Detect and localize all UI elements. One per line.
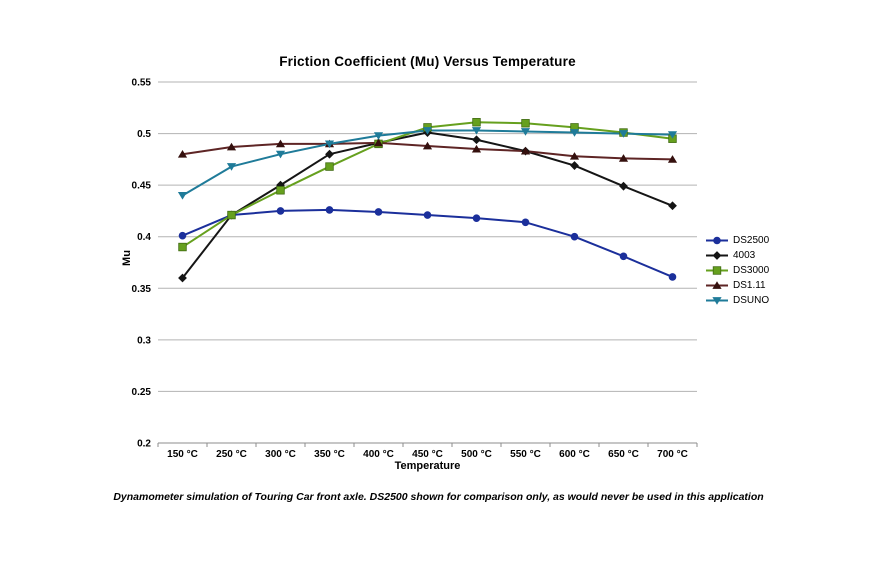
legend-label: DSUNO xyxy=(733,295,770,306)
legend-label: DS3000 xyxy=(733,265,770,276)
legend-marker-icon xyxy=(706,281,728,289)
y-tick-label: 0.4 xyxy=(137,232,151,243)
x-axis-title: Temperature xyxy=(394,460,461,472)
y-tick-label: 0.45 xyxy=(132,181,152,192)
x-tick-label: 650 °C xyxy=(608,449,639,460)
x-tick-label: 400 °C xyxy=(363,449,394,460)
x-tick-label: 500 °C xyxy=(461,449,492,460)
legend-label: DS1.11 xyxy=(733,280,766,291)
x-tick-label: 350 °C xyxy=(314,449,345,460)
legend-marker-icon xyxy=(706,251,728,260)
x-tick-label: 150 °C xyxy=(167,449,198,460)
legend-marker-icon xyxy=(706,266,728,275)
series-line-DSUNO xyxy=(181,129,674,197)
y-tick-label: 0.2 xyxy=(137,439,151,450)
series-markers-DSUNO xyxy=(177,127,678,200)
series-markers-DS2500 xyxy=(178,206,677,281)
legend-label: DS2500 xyxy=(733,235,770,246)
x-tick-label: 600 °C xyxy=(559,449,590,460)
x-tick-label: 250 °C xyxy=(216,449,247,460)
y-tick-label: 0.55 xyxy=(132,78,152,89)
legend-item-4003: 4003 xyxy=(706,248,769,263)
y-axis-title: Mu xyxy=(121,250,133,266)
legend-item-dsuno: DSUNO xyxy=(706,293,769,308)
y-tick-label: 0.35 xyxy=(132,284,152,295)
legend-item-ds2500: DS2500 xyxy=(706,233,769,248)
series-line-DS2500 xyxy=(181,208,674,278)
legend-marker-icon xyxy=(706,297,728,305)
gridlines: 0.55 0.5 0.45 0.4 0.35 0.3 0.25 0.2 xyxy=(132,78,697,450)
x-tick-label: 700 °C xyxy=(657,449,688,460)
series-line-4003 xyxy=(181,131,674,279)
series-markers-DS3000 xyxy=(178,118,677,252)
legend-item-ds1-11: DS1.11 xyxy=(706,278,769,293)
x-tick-label: 450 °C xyxy=(412,449,443,460)
series-markers-DS1.11 xyxy=(177,138,678,163)
x-axis: 150 °C 250 °C 300 °C 350 °C 400 °C 450 °C 500 … xyxy=(157,443,698,460)
y-tick-label: 0.3 xyxy=(137,335,151,346)
chart-legend: DS2500 4003 DS3000 DS1.11 DSUNO xyxy=(706,233,769,308)
legend-label: 4003 xyxy=(733,250,756,261)
chart-caption: Dynamometer simulation of Touring Car fr… xyxy=(113,491,764,503)
chart-title: Friction Coefficient (Mu) Versus Tempera… xyxy=(279,54,576,69)
x-tick-label: 550 °C xyxy=(510,449,541,460)
series-line-DS3000 xyxy=(181,121,674,249)
y-tick-label: 0.25 xyxy=(132,387,152,398)
legend-item-ds3000: DS3000 xyxy=(706,263,769,278)
legend-marker-icon xyxy=(706,236,728,245)
x-tick-label: 300 °C xyxy=(265,449,296,460)
y-tick-label: 0.5 xyxy=(137,129,151,140)
